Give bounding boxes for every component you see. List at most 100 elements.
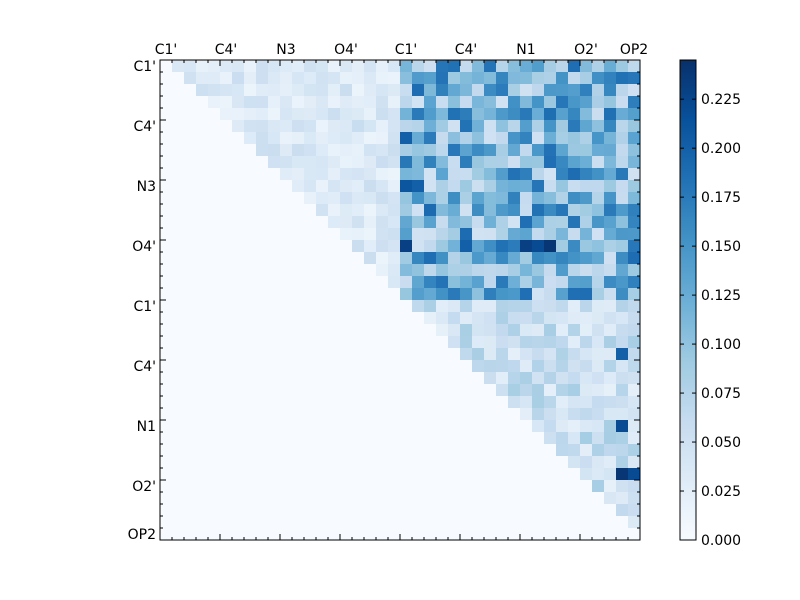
heatmap-cell bbox=[460, 216, 473, 229]
heatmap-cell bbox=[436, 132, 449, 145]
heatmap-cell bbox=[364, 432, 377, 445]
heatmap-cell bbox=[328, 360, 341, 373]
heatmap-cell bbox=[304, 108, 317, 121]
heatmap-cell bbox=[580, 168, 593, 181]
heatmap-cell bbox=[220, 192, 233, 205]
heatmap-cell bbox=[232, 516, 245, 529]
heatmap-cell bbox=[328, 396, 341, 409]
heatmap-cell bbox=[352, 192, 365, 205]
heatmap-cell bbox=[292, 324, 305, 337]
heatmap-cell bbox=[532, 216, 545, 229]
heatmap-cell bbox=[184, 228, 197, 241]
heatmap-cell bbox=[316, 156, 329, 169]
heatmap-cell bbox=[484, 180, 497, 193]
heatmap-cell bbox=[556, 480, 569, 493]
heatmap-cell bbox=[460, 516, 473, 529]
heatmap-cell bbox=[208, 528, 221, 541]
heatmap-cell bbox=[568, 468, 581, 481]
heatmap-cell bbox=[604, 288, 617, 301]
heatmap-cell bbox=[280, 228, 293, 241]
heatmap-cell bbox=[292, 84, 305, 97]
heatmap-cell bbox=[472, 288, 485, 301]
heatmap-cell bbox=[280, 180, 293, 193]
heatmap-cell bbox=[568, 216, 581, 229]
y-tick-label: C4' bbox=[133, 119, 156, 135]
heatmap-cell bbox=[316, 444, 329, 457]
heatmap-cell bbox=[364, 336, 377, 349]
heatmap-cell bbox=[388, 252, 401, 265]
heatmap-cell bbox=[412, 504, 425, 517]
heatmap-cell bbox=[520, 108, 533, 121]
heatmap-cell bbox=[532, 384, 545, 397]
heatmap-cell bbox=[196, 108, 209, 121]
heatmap-cell bbox=[580, 144, 593, 157]
heatmap-cell bbox=[544, 420, 557, 433]
heatmap-cell bbox=[232, 324, 245, 337]
heatmap-cell bbox=[244, 372, 257, 385]
heatmap-cell bbox=[316, 312, 329, 325]
y-tick-label: N1 bbox=[137, 419, 156, 435]
heatmap-cell bbox=[352, 252, 365, 265]
heatmap-cell bbox=[196, 324, 209, 337]
heatmap-cell bbox=[184, 120, 197, 133]
heatmap-cell bbox=[160, 468, 173, 481]
heatmap-cell bbox=[460, 240, 473, 253]
heatmap-cell bbox=[160, 420, 173, 433]
heatmap-cell bbox=[316, 168, 329, 181]
heatmap-cell bbox=[388, 264, 401, 277]
heatmap-cell bbox=[460, 264, 473, 277]
heatmap-cell bbox=[592, 528, 605, 541]
heatmap-cell bbox=[352, 156, 365, 169]
heatmap-cell bbox=[160, 408, 173, 421]
heatmap-cell bbox=[208, 216, 221, 229]
heatmap-cell bbox=[580, 420, 593, 433]
heatmap-cell bbox=[184, 180, 197, 193]
heatmap-cell bbox=[628, 312, 641, 325]
heatmap-cell bbox=[280, 288, 293, 301]
heatmap-cell bbox=[340, 132, 353, 145]
heatmap-cell bbox=[292, 492, 305, 505]
heatmap-cell bbox=[184, 300, 197, 313]
heatmap-cell bbox=[280, 396, 293, 409]
heatmap-cell bbox=[388, 372, 401, 385]
heatmap-cell bbox=[244, 360, 257, 373]
heatmap-cell bbox=[544, 228, 557, 241]
heatmap-cell bbox=[532, 252, 545, 265]
heatmap-cell bbox=[316, 432, 329, 445]
y-tick-label: C1' bbox=[133, 59, 156, 75]
heatmap-cell bbox=[172, 252, 185, 265]
heatmap-cell bbox=[556, 72, 569, 85]
heatmap-cell bbox=[304, 276, 317, 289]
heatmap-cell bbox=[316, 192, 329, 205]
heatmap-cell bbox=[172, 480, 185, 493]
heatmap-cell bbox=[316, 144, 329, 157]
heatmap-cell bbox=[184, 96, 197, 109]
x-tick-label: OP2 bbox=[620, 42, 648, 58]
heatmap-cell bbox=[256, 264, 269, 277]
heatmap-cell bbox=[544, 144, 557, 157]
heatmap-cell bbox=[280, 156, 293, 169]
heatmap-cell bbox=[556, 468, 569, 481]
heatmap-cell bbox=[424, 228, 437, 241]
heatmap-cell bbox=[448, 528, 461, 541]
heatmap-cell bbox=[412, 444, 425, 457]
heatmap-cell bbox=[532, 108, 545, 121]
heatmap-cell bbox=[472, 324, 485, 337]
heatmap-cell bbox=[460, 468, 473, 481]
heatmap-cell bbox=[316, 132, 329, 145]
heatmap-cell bbox=[520, 60, 533, 73]
heatmap-cell bbox=[376, 276, 389, 289]
heatmap-cell bbox=[328, 456, 341, 469]
heatmap-cell bbox=[592, 96, 605, 109]
heatmap-cell bbox=[412, 312, 425, 325]
heatmap-cell bbox=[604, 132, 617, 145]
heatmap-cell bbox=[232, 240, 245, 253]
heatmap-cell bbox=[472, 444, 485, 457]
heatmap-cell bbox=[292, 420, 305, 433]
heatmap-cell bbox=[448, 312, 461, 325]
heatmap-cell bbox=[172, 348, 185, 361]
heatmap-cell bbox=[436, 348, 449, 361]
heatmap-cell bbox=[520, 444, 533, 457]
heatmap-cell bbox=[532, 456, 545, 469]
heatmap-cell bbox=[448, 276, 461, 289]
